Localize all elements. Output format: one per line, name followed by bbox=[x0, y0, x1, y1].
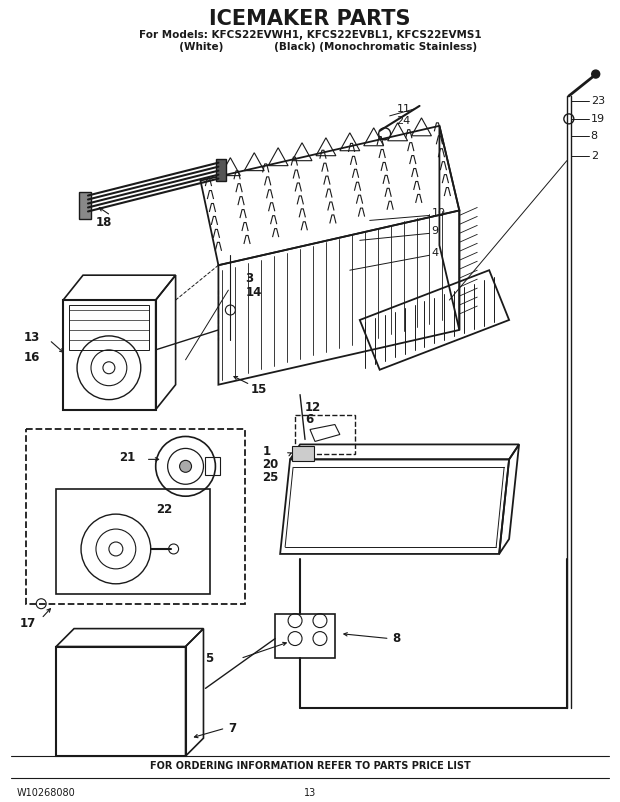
Text: 22: 22 bbox=[156, 503, 172, 516]
Text: 4: 4 bbox=[432, 249, 438, 258]
Bar bbox=[205, 457, 220, 476]
Text: 14: 14 bbox=[246, 286, 262, 298]
Text: 6: 6 bbox=[305, 413, 313, 426]
Bar bbox=[26, 430, 246, 604]
Text: 25: 25 bbox=[262, 471, 278, 484]
Circle shape bbox=[180, 460, 192, 472]
Text: 9: 9 bbox=[432, 226, 438, 237]
Bar bbox=[56, 489, 210, 593]
Text: 8: 8 bbox=[392, 632, 401, 645]
Bar bbox=[295, 415, 355, 455]
Text: 17: 17 bbox=[19, 617, 35, 630]
Bar bbox=[79, 192, 91, 220]
Circle shape bbox=[591, 70, 600, 78]
Text: 21: 21 bbox=[119, 451, 135, 464]
Text: 24: 24 bbox=[397, 115, 411, 126]
Text: FOR ORDERING INFORMATION REFER TO PARTS PRICE LIST: FOR ORDERING INFORMATION REFER TO PARTS … bbox=[149, 761, 471, 771]
Text: 15: 15 bbox=[250, 383, 267, 396]
Text: 7: 7 bbox=[228, 722, 236, 735]
Text: 11: 11 bbox=[397, 104, 410, 114]
Text: 1: 1 bbox=[262, 445, 270, 458]
Text: 8: 8 bbox=[591, 131, 598, 141]
Text: 2: 2 bbox=[591, 151, 598, 160]
Text: 23: 23 bbox=[591, 96, 605, 106]
Text: 13: 13 bbox=[24, 331, 40, 344]
Text: W10268080: W10268080 bbox=[16, 788, 75, 798]
Bar bbox=[69, 305, 149, 350]
Text: 20: 20 bbox=[262, 458, 278, 471]
Text: 18: 18 bbox=[96, 216, 112, 229]
Text: 3: 3 bbox=[246, 272, 254, 285]
Text: (White)              (Black) (Monochromatic Stainless): (White) (Black) (Monochromatic Stainless… bbox=[143, 43, 477, 52]
Text: 13: 13 bbox=[304, 788, 316, 798]
Bar bbox=[275, 614, 335, 658]
Text: 19: 19 bbox=[591, 114, 605, 124]
Text: 16: 16 bbox=[24, 351, 40, 364]
Text: 10: 10 bbox=[432, 209, 445, 218]
Text: ICEMAKER PARTS: ICEMAKER PARTS bbox=[210, 10, 410, 30]
Bar bbox=[292, 447, 314, 461]
Bar bbox=[216, 159, 226, 180]
Text: 12: 12 bbox=[305, 401, 321, 414]
Text: 5: 5 bbox=[205, 652, 214, 665]
Text: For Models: KFCS22EVWH1, KFCS22EVBL1, KFCS22EVMS1: For Models: KFCS22EVWH1, KFCS22EVBL1, KF… bbox=[139, 30, 481, 40]
